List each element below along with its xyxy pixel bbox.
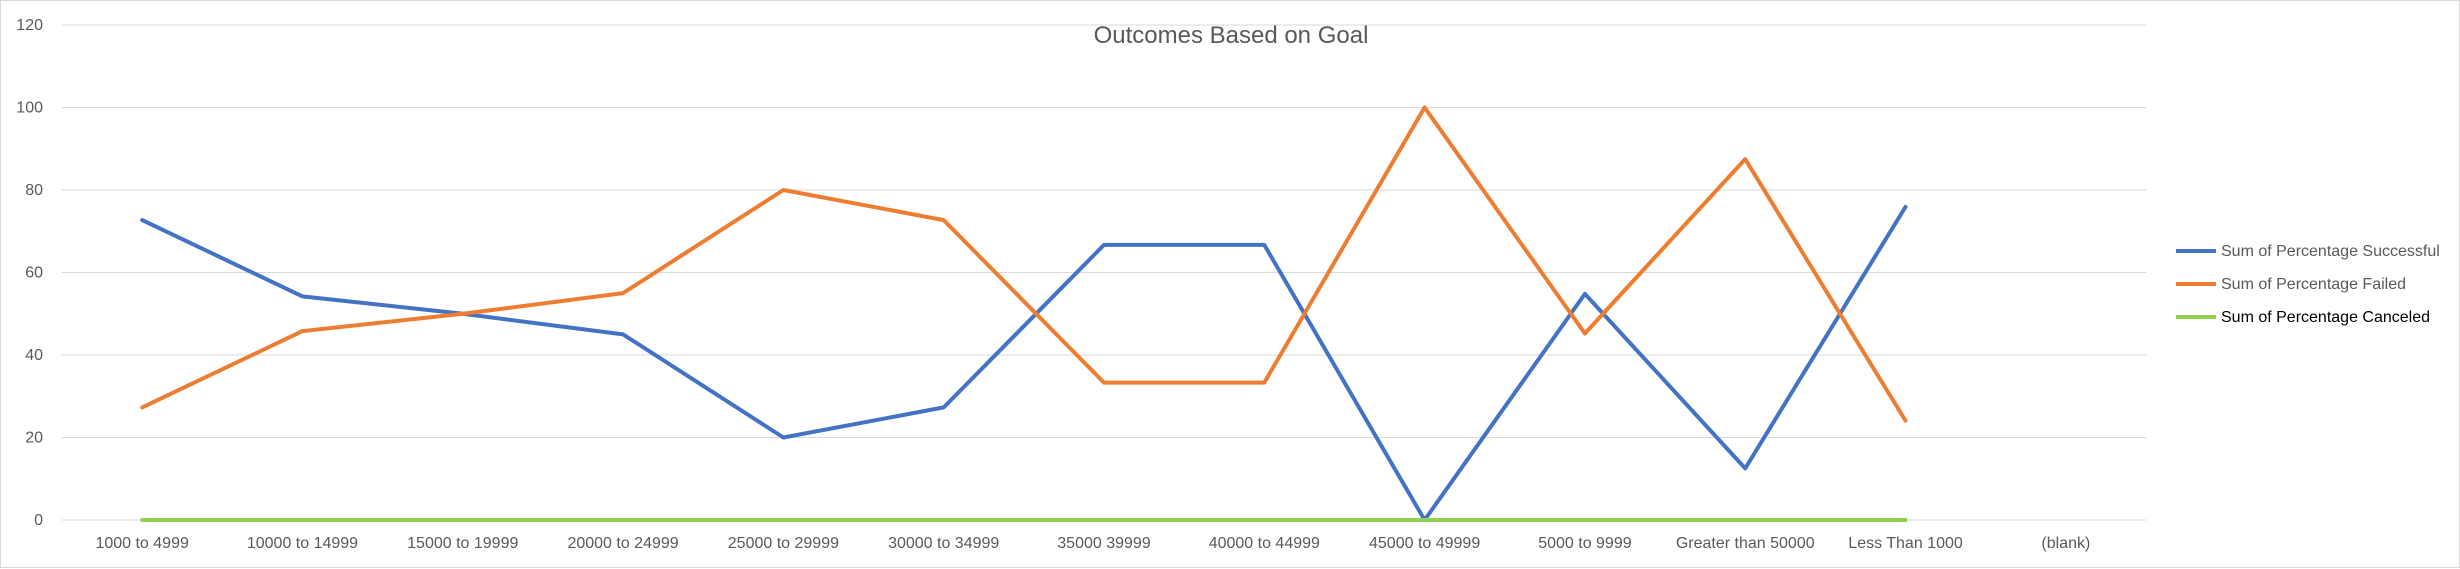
x-tick-label: Greater than 50000 <box>1676 535 1815 552</box>
legend-label: Sum of Percentage Failed <box>2221 276 2406 293</box>
series-line-1 <box>140 204 1908 522</box>
chart-title: Outcomes Based on Goal <box>1094 22 1369 49</box>
y-tick-label: 20 <box>25 430 43 447</box>
y-tick-label: 100 <box>16 100 43 117</box>
y-tick-label: 60 <box>25 265 43 282</box>
series-line-2 <box>140 105 1908 423</box>
x-tick-label: 20000 to 24999 <box>567 535 678 552</box>
x-tick-label: 1000 to 4999 <box>95 535 189 552</box>
x-tick-label: 45000 to 49999 <box>1369 535 1480 552</box>
y-tick-label: 0 <box>34 512 43 529</box>
x-axis-tick-labels: 1000 to 4999 10000 to 14999 15000 to 19999… <box>95 535 2090 552</box>
legend-label: Sum of Percentage Canceled <box>2221 309 2430 326</box>
x-tick-label: 25000 to 29999 <box>728 535 839 552</box>
x-tick-label: 15000 to 19999 <box>407 535 518 552</box>
x-tick-label: 30000 to 34999 <box>888 535 999 552</box>
gridlines <box>62 24 2146 521</box>
x-tick-label: 40000 to 44999 <box>1209 535 1320 552</box>
legend-label: Sum of Percentage Successful <box>2221 243 2440 260</box>
x-tick-label: 35000 39999 <box>1057 535 1151 552</box>
x-tick-label: 10000 to 14999 <box>247 535 358 552</box>
y-tick-label: 120 <box>16 17 43 34</box>
y-axis-tick-labels: 0 20 40 60 80 100 120 <box>16 17 43 529</box>
y-tick-label: 80 <box>25 182 43 199</box>
x-tick-label: Less Than 1000 <box>1848 535 1963 552</box>
y-tick-label: 40 <box>25 347 43 364</box>
series-lines <box>140 105 1908 522</box>
x-tick-label: (blank) <box>2041 535 2090 552</box>
legend: Sum of Percentage Successful Sum of Perce… <box>2176 243 2440 326</box>
x-tick-label: 5000 to 9999 <box>1538 535 1632 552</box>
